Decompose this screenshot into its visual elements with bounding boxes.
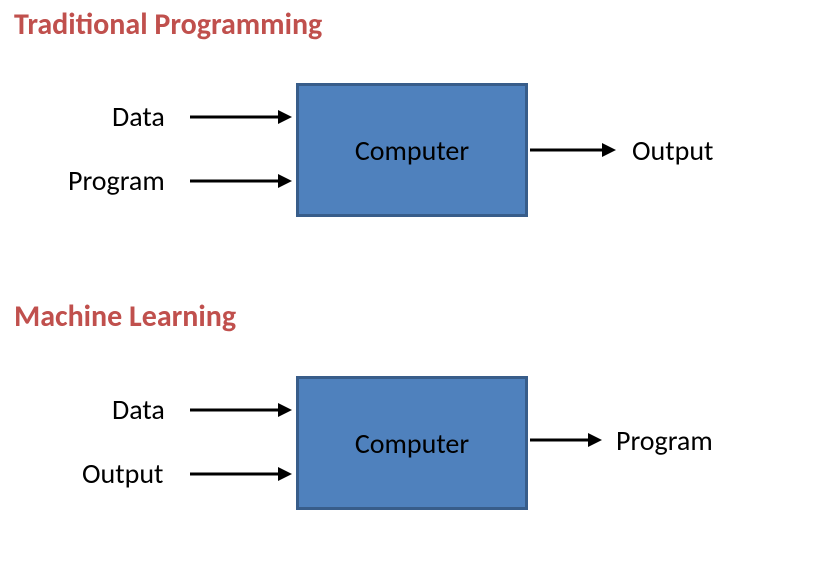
ml-computer-label: Computer	[355, 426, 469, 461]
traditional-computer-box: Computer	[296, 83, 528, 217]
ml-output-label: Program	[616, 423, 713, 458]
traditional-input-0-label: Data	[112, 99, 165, 134]
ml-input-0-label: Data	[112, 392, 165, 427]
traditional-output-label: Output	[632, 133, 713, 168]
traditional-heading: Traditional Programming	[14, 6, 322, 43]
traditional-input-1-label: Program	[68, 163, 165, 198]
ml-input-1-arrow	[190, 460, 292, 488]
traditional-output-arrow	[530, 136, 616, 164]
traditional-computer-label: Computer	[355, 133, 469, 168]
ml-heading: Machine Learning	[14, 298, 236, 335]
ml-input-0-arrow	[190, 396, 292, 424]
ml-computer-box: Computer	[296, 376, 528, 510]
traditional-input-1-arrow	[190, 167, 292, 195]
traditional-input-0-arrow	[190, 103, 292, 131]
ml-output-arrow	[530, 426, 602, 454]
ml-input-1-label: Output	[82, 456, 163, 491]
